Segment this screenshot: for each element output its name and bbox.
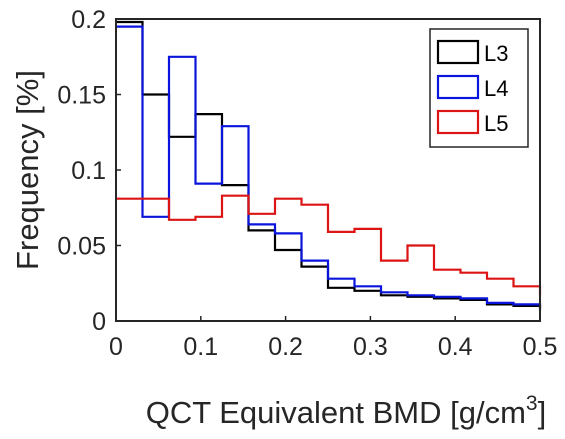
legend-swatch — [436, 109, 480, 135]
legend-item-l3: L3 — [436, 39, 508, 66]
axis-ticks-group: 0 0.1 0.2 0.3 0.4 0.5 0 0.05 0.1 0.15 0.2 — [57, 6, 557, 361]
y-tick-label: 0.05 — [57, 233, 106, 261]
x-tick-label: 0.5 — [523, 333, 558, 361]
legend-label: L5 — [484, 111, 508, 136]
legend: L3 L4 L5 — [429, 28, 529, 148]
x-tick-label: 0.3 — [353, 333, 388, 361]
y-axis-label: Frequency [%] — [10, 70, 45, 270]
legend-swatch — [436, 74, 480, 100]
y-tick-label: 0.2 — [71, 6, 106, 34]
legend-label: L3 — [484, 41, 508, 66]
y-tick-label: 0.15 — [57, 82, 106, 110]
legend-item-l5: L5 — [436, 109, 508, 136]
legend-swatch — [436, 39, 480, 65]
series-l5-line — [116, 194, 542, 296]
y-tick-label: 0.1 — [71, 157, 106, 185]
x-tick-label: 0.1 — [183, 333, 218, 361]
legend-label: L4 — [484, 76, 508, 101]
series-l4-line — [116, 25, 542, 308]
x-tick-label: 0.2 — [268, 333, 303, 361]
x-axis-label-main: QCT Equivalent BMD [g/cm — [146, 395, 526, 430]
x-axis-label-superscript: 3 — [526, 392, 538, 415]
y-tick-label: 0 — [92, 308, 106, 336]
legend-item-l4: L4 — [436, 74, 508, 101]
x-tick-label: 0.4 — [438, 333, 473, 361]
x-tick-label: 0 — [109, 333, 123, 361]
x-axis-label-suffix: ] — [538, 395, 547, 430]
chart-series-group — [116, 20, 542, 311]
x-axis-label: QCT Equivalent BMD [g/cm3] — [146, 392, 546, 430]
